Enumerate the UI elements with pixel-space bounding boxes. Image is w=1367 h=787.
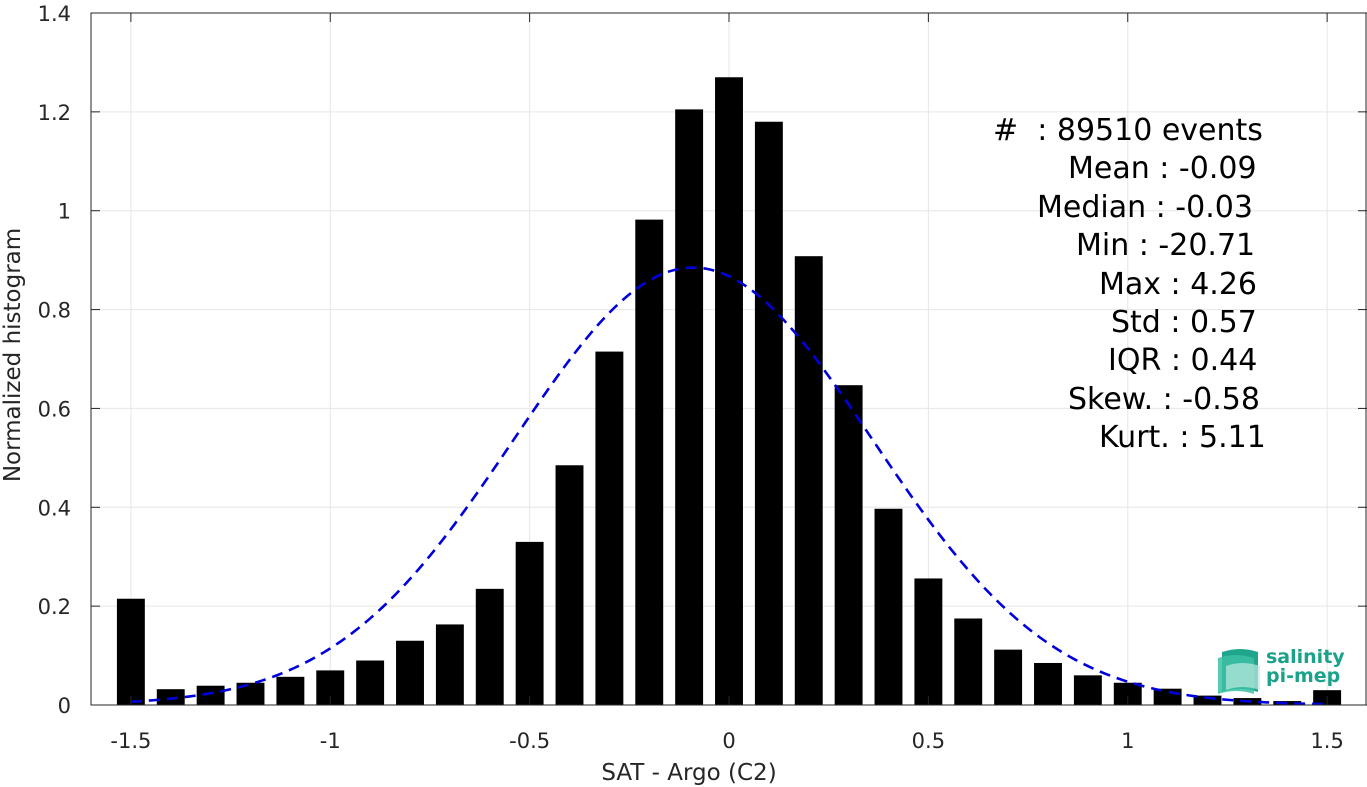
wave-logo-icon (1218, 649, 1260, 694)
histogram-bar (1034, 662, 1062, 705)
x-tick-label: -1 (320, 729, 341, 753)
histogram-bar (116, 598, 145, 705)
histogram-bar (555, 465, 584, 705)
stat-skew: Skew. : -0.58 (1068, 381, 1260, 417)
y-tick-label: 1.2 (38, 101, 71, 125)
stat-min: Min : -20.71 (1076, 228, 1256, 264)
histogram-bar (914, 578, 943, 705)
histogram-bar (1193, 695, 1222, 705)
histogram-bar (675, 109, 704, 705)
x-tick-label: 1.5 (1310, 729, 1343, 753)
y-tick-label: 0 (58, 694, 71, 718)
y-tick-label: 0.4 (38, 496, 71, 520)
histogram-bar (954, 618, 983, 705)
histogram-bar (595, 351, 624, 705)
histogram-bar (156, 689, 185, 705)
histogram-bar (1273, 701, 1302, 705)
histogram-bar (1113, 682, 1142, 705)
histogram-bar (635, 219, 664, 705)
y-tick-label: 0.6 (38, 397, 71, 421)
y-tick-label: 0.8 (38, 299, 71, 323)
stat-count: # : 89510 events (993, 113, 1263, 148)
y-tick-label: 1.4 (38, 2, 71, 26)
histogram-bar (715, 77, 743, 705)
x-axis-label: SAT - Argo (C2) (601, 760, 776, 786)
stat-max: Max : 4.26 (1099, 266, 1257, 302)
x-tick-label: 0.5 (912, 729, 945, 753)
histogram-bar (834, 385, 863, 705)
x-tick-label: -1.5 (110, 729, 151, 753)
histogram-bar (435, 624, 464, 705)
histogram-bar (874, 508, 903, 705)
stat-iqr: IQR : 0.44 (1108, 343, 1258, 379)
stat-mean: Mean : -0.09 (1068, 151, 1257, 187)
stat-median: Median : -0.03 (1037, 189, 1253, 225)
axis-ticks: 0 0.2 0.4 0.6 0.8 1 1.2 1.4 -1.5 -1 -0.5 0 0.5 1 1.5 (38, 2, 1367, 753)
histogram-bar (794, 256, 823, 705)
statistics-annotation: # : 89510 events Mean : -0.09 Median : -… (960, 112, 1280, 458)
histogram-bar (994, 649, 1023, 705)
normal-fit-line (130, 266, 1328, 706)
histogram-bars (116, 77, 1342, 705)
histogram-bar (276, 676, 305, 705)
histogram-bar (396, 640, 424, 705)
x-tick-label: -0.5 (509, 729, 550, 753)
y-axis-label: Normalized histogram (0, 228, 26, 482)
histogram-bar (236, 682, 265, 705)
logo-text: salinity pi-mep (1266, 648, 1345, 686)
histogram-bar (475, 588, 504, 705)
stat-kurt: Kurt. : 5.11 (1099, 420, 1266, 456)
stat-std: Std : 0.57 (1111, 305, 1257, 341)
logo-line1: salinity (1266, 646, 1345, 668)
y-tick-label: 0.2 (38, 595, 71, 619)
y-tick-label: 1 (58, 200, 71, 224)
histogram-bar (754, 121, 783, 705)
histogram-bar (196, 685, 225, 705)
histogram-bar (1153, 688, 1182, 705)
histogram-bar (1073, 675, 1102, 705)
histogram-bar (515, 541, 544, 705)
x-tick-label: 1 (1121, 729, 1134, 753)
logo-line2: pi-mep (1266, 665, 1341, 687)
histogram-bar (356, 660, 385, 705)
x-tick-label: 0 (722, 729, 735, 753)
salinity-pi-mep-logo: salinity pi-mep (1216, 644, 1346, 696)
